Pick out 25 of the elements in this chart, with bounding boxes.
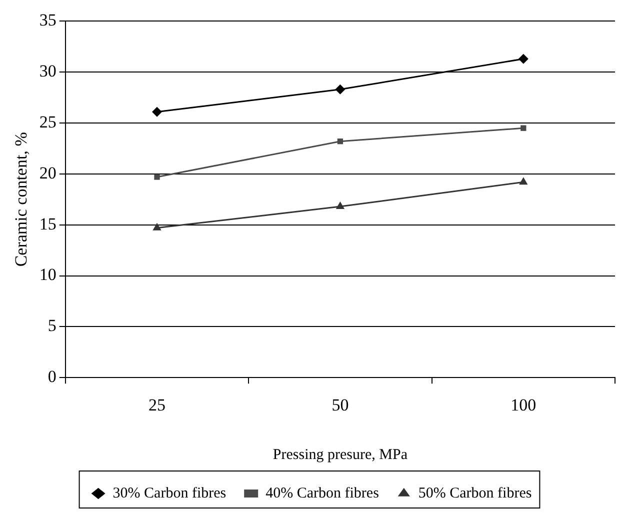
x-tick-label: 25 <box>148 395 166 414</box>
point <box>152 222 162 230</box>
point <box>519 177 528 185</box>
point <box>518 54 528 64</box>
x-tick-label: 50 <box>332 395 349 414</box>
y-tick-label: 20 <box>39 163 56 182</box>
y-tick-label: 5 <box>48 316 56 336</box>
y-tick-label: 0 <box>48 367 56 386</box>
legend-label: 50% Carbon fibres <box>418 485 532 502</box>
point <box>336 202 345 210</box>
point <box>337 138 344 144</box>
point <box>520 125 526 131</box>
y-tick-label: 25 <box>39 112 56 132</box>
point <box>152 106 162 117</box>
y-tick-label: 30 <box>39 62 56 81</box>
x-tick-label: 100 <box>510 395 536 414</box>
legend-label: 30% Carbon fibres <box>112 485 226 502</box>
y-tick-label: 35 <box>39 10 56 30</box>
y-tick-label: 10 <box>39 265 56 284</box>
y-axis-title: Ceramic content, % <box>12 132 31 267</box>
point <box>335 84 346 94</box>
x-axis-title: Pressing presure, MPa <box>272 446 408 463</box>
legend-label: 40% Carbon fibres <box>266 485 380 502</box>
y-tick-label: 15 <box>39 214 56 234</box>
point <box>154 174 160 180</box>
